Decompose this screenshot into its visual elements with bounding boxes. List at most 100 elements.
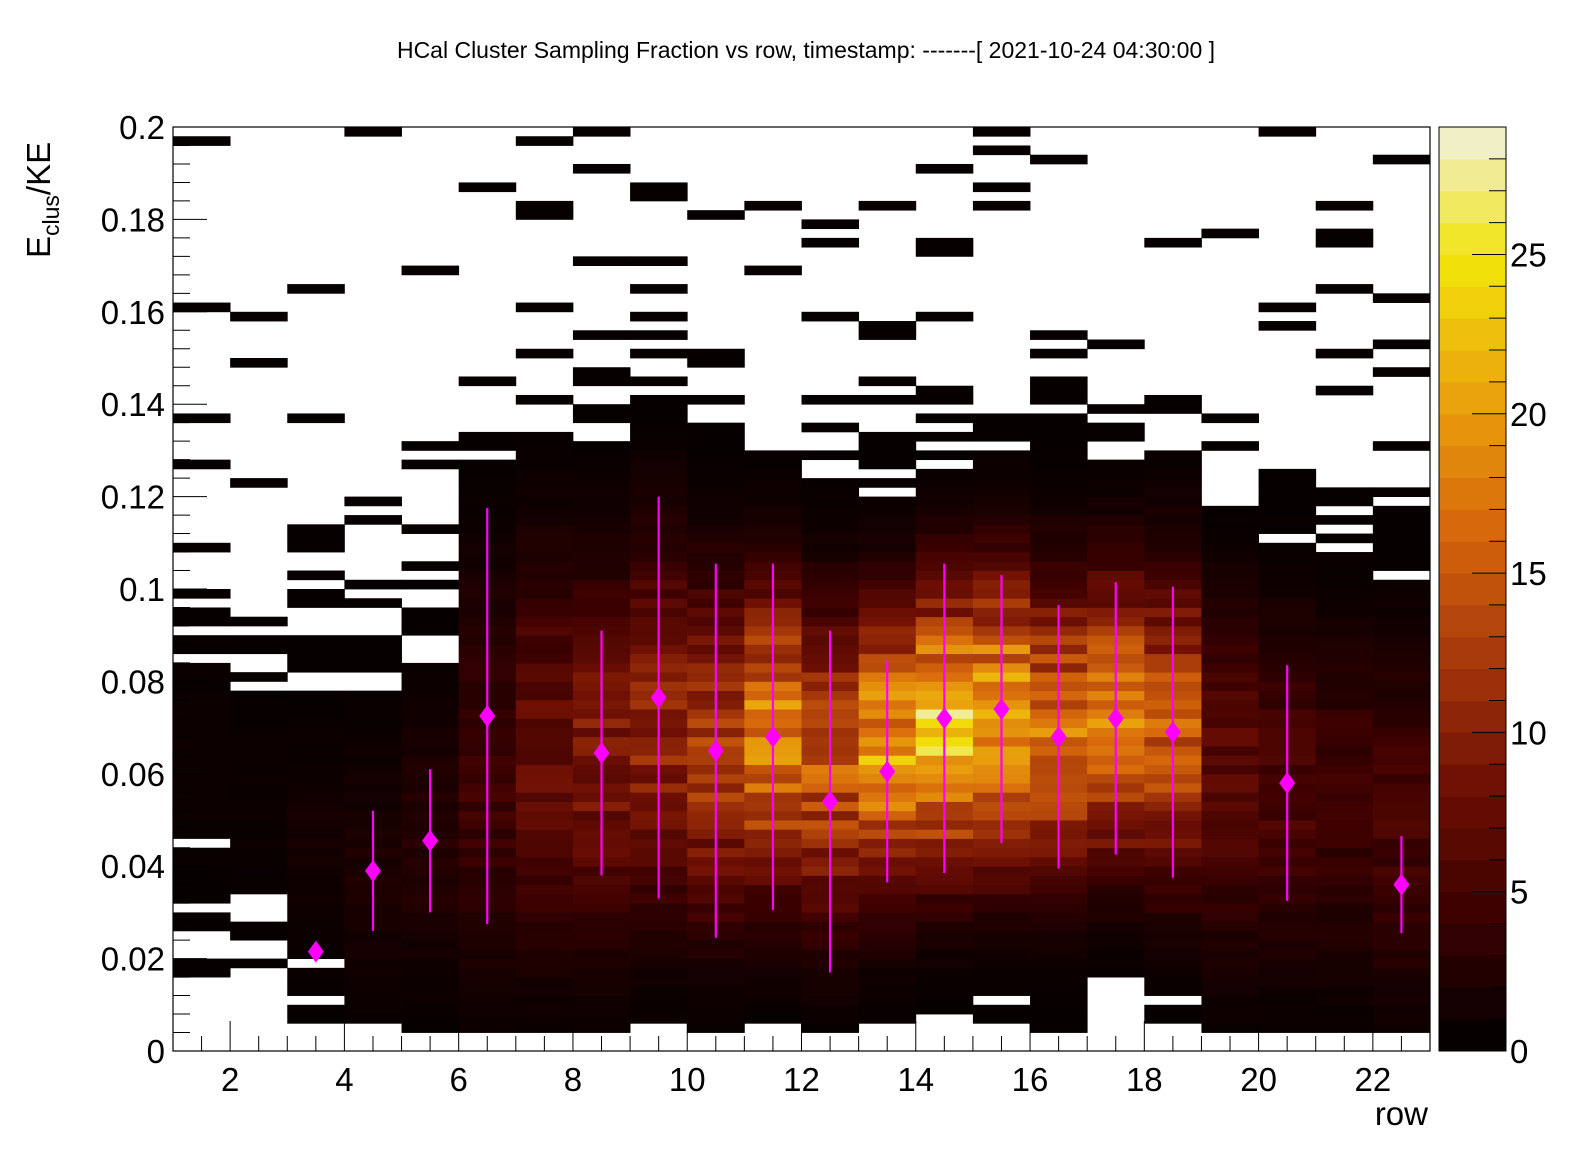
heat-cell <box>1144 912 1202 923</box>
heat-cell <box>744 1014 802 1024</box>
heat-cell <box>1030 875 1088 886</box>
heat-cell <box>515 635 574 645</box>
heat-cell <box>1087 487 1145 497</box>
heat-cell <box>401 755 460 765</box>
heat-cell <box>515 644 574 655</box>
heat-cell <box>401 616 460 627</box>
heat-cell <box>515 441 574 451</box>
heat-cell <box>1201 533 1259 544</box>
heat-cell <box>972 977 1031 987</box>
heat-cell <box>458 958 517 969</box>
z-tick-label: 20 <box>1510 396 1547 433</box>
heat-cell <box>1315 847 1374 858</box>
heat-cell <box>630 1004 688 1015</box>
heat-cell <box>915 1004 974 1015</box>
color-bar <box>1438 126 1507 1052</box>
heat-cell <box>173 746 231 756</box>
heat-cell <box>515 450 574 461</box>
heat-cell <box>1201 810 1259 821</box>
heat-cell <box>287 875 345 886</box>
heat-cell <box>515 866 574 876</box>
z-tick-label: 0 <box>1510 1033 1528 1070</box>
heat-cell <box>1201 1004 1259 1015</box>
heat-cell <box>1030 958 1088 969</box>
heat-cell <box>1144 949 1202 959</box>
color-bar-swatch <box>1439 350 1506 383</box>
heat-cell <box>572 589 631 599</box>
color-bar-swatch <box>1439 445 1506 478</box>
heat-cell <box>515 1004 574 1015</box>
heat-cell <box>515 579 574 590</box>
heat-cell <box>915 949 974 959</box>
heat-cell <box>515 1023 574 1033</box>
heat-cell <box>1372 533 1431 544</box>
heat-cell <box>801 1014 860 1024</box>
heat-cell <box>858 653 917 664</box>
heat-cell <box>1087 940 1145 950</box>
heat-cell <box>1315 237 1374 248</box>
heat-cell <box>687 1004 745 1015</box>
heat-cell <box>915 903 974 913</box>
heat-cell <box>230 884 288 895</box>
color-bar-swatch <box>1439 286 1506 319</box>
heat-cell <box>1144 884 1202 895</box>
heat-cell <box>1144 570 1202 581</box>
heat-cell <box>173 542 231 553</box>
heat-cell <box>1087 496 1145 507</box>
heat-cell <box>173 727 231 738</box>
profile-marker <box>1279 772 1296 795</box>
profile-marker <box>993 698 1010 721</box>
color-bar-swatch <box>1439 413 1506 447</box>
heat-cell <box>230 764 288 775</box>
x-tick-label: 16 <box>1012 1061 1049 1098</box>
heat-cell <box>1201 1014 1259 1024</box>
heat-cell <box>1030 468 1088 479</box>
heat-cell <box>1201 829 1259 839</box>
heat-cell <box>1315 561 1374 571</box>
heat-cell <box>1372 561 1431 571</box>
heat-cell <box>1201 607 1259 618</box>
heat-cell <box>572 607 631 618</box>
heat-cell <box>1144 579 1202 590</box>
heat-cell <box>915 875 974 886</box>
heat-cell <box>515 893 574 904</box>
heat-cell <box>1372 736 1431 747</box>
heat-cell <box>1315 487 1374 497</box>
heat-cell <box>1258 302 1317 313</box>
heat-cell <box>344 662 402 673</box>
heat-cell <box>287 598 345 608</box>
heat-cell <box>915 468 974 479</box>
heat-cell <box>1315 200 1374 211</box>
heat-cell <box>1030 154 1088 165</box>
heat-cell <box>401 986 460 996</box>
heat-cell <box>687 949 745 959</box>
heat-cell <box>401 681 460 692</box>
heat-cell <box>1258 986 1317 996</box>
heat-cell <box>1144 1014 1202 1024</box>
heat-cell <box>801 487 860 497</box>
heat-cell <box>1372 154 1431 165</box>
x-tick-label: 14 <box>897 1061 934 1098</box>
heat-cell <box>1201 977 1259 987</box>
heat-cell <box>687 496 745 507</box>
heat-cell <box>972 468 1031 479</box>
heat-cell <box>1087 542 1145 553</box>
heat-cell <box>1030 884 1088 895</box>
heat-cell <box>1087 524 1145 534</box>
heat-cell <box>1201 866 1259 876</box>
heat-cell <box>1144 468 1202 479</box>
profile-marker <box>822 790 839 813</box>
heat-cell <box>972 986 1031 996</box>
heat-cell <box>401 940 460 950</box>
heat-cell <box>915 986 974 996</box>
heat-cell <box>630 422 688 433</box>
heat-cell <box>1372 505 1431 516</box>
heat-cell <box>1315 515 1374 525</box>
heat-cell <box>1144 496 1202 507</box>
heat-cell <box>630 893 688 904</box>
heat-cell <box>458 478 517 488</box>
heat-cell <box>515 136 574 146</box>
heat-cell <box>344 699 402 710</box>
heat-cell <box>915 247 974 257</box>
heat-cell <box>344 727 402 738</box>
